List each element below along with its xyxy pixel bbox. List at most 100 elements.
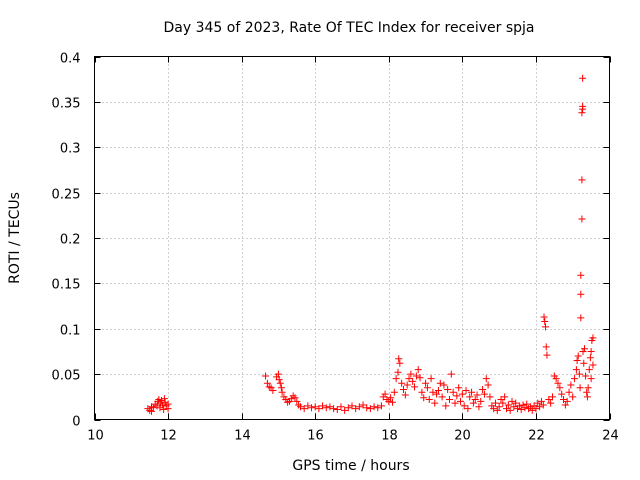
data-point bbox=[387, 394, 395, 402]
data-point bbox=[565, 388, 573, 396]
data-point bbox=[495, 403, 503, 411]
x-axis-label: GPS time / hours bbox=[292, 458, 409, 474]
data-point bbox=[475, 403, 483, 411]
data-point bbox=[577, 314, 585, 322]
data-point bbox=[370, 403, 378, 411]
data-point bbox=[409, 377, 417, 385]
x-axis: 10 12 14 16 18 20 22 24 bbox=[87, 56, 619, 444]
y-tick-label: 0.25 bbox=[52, 188, 81, 203]
data-point bbox=[414, 366, 422, 374]
data-point bbox=[457, 397, 465, 405]
data-point bbox=[587, 347, 595, 355]
data-point bbox=[537, 397, 545, 405]
data-point bbox=[491, 399, 499, 407]
data-point bbox=[577, 290, 585, 298]
data-point bbox=[153, 402, 161, 410]
data-point bbox=[580, 345, 588, 353]
data-point bbox=[291, 394, 299, 402]
data-point bbox=[366, 405, 374, 413]
data-point bbox=[583, 393, 591, 401]
y-axis: 0 0.05 0.1 0.15 0.2 0.25 0.3 0.35 0.4 bbox=[52, 52, 610, 430]
data-point bbox=[497, 396, 505, 404]
data-point bbox=[440, 381, 448, 389]
y-tick-label: 0.35 bbox=[52, 97, 81, 112]
data-point bbox=[585, 366, 593, 374]
data-point bbox=[572, 366, 580, 374]
data-point bbox=[401, 391, 409, 399]
data-point bbox=[587, 375, 595, 383]
data-point bbox=[333, 406, 341, 414]
data-point bbox=[482, 375, 490, 383]
data-point bbox=[579, 102, 587, 110]
data-point bbox=[575, 370, 583, 378]
x-tick-label: 16 bbox=[307, 429, 324, 444]
y-tick-label: 0.2 bbox=[60, 233, 81, 248]
data-point bbox=[589, 334, 597, 342]
data-point bbox=[479, 386, 487, 394]
y-tick-label: 0.1 bbox=[60, 324, 81, 339]
data-point bbox=[269, 386, 277, 394]
data-point bbox=[156, 404, 164, 412]
data-point bbox=[434, 386, 442, 394]
data-point bbox=[503, 405, 510, 413]
data-point bbox=[458, 390, 466, 398]
data-point bbox=[322, 404, 330, 412]
data-point bbox=[532, 405, 540, 413]
data-point bbox=[560, 396, 568, 404]
data-point bbox=[545, 396, 553, 404]
data-point bbox=[466, 393, 474, 401]
data-point bbox=[293, 397, 301, 405]
data-point bbox=[311, 403, 319, 411]
y-tick-label: 0.4 bbox=[60, 52, 81, 67]
data-point bbox=[499, 399, 507, 407]
data-point bbox=[433, 390, 441, 398]
data-point bbox=[574, 352, 582, 360]
data-point bbox=[160, 395, 168, 403]
data-point bbox=[425, 396, 433, 404]
data-point bbox=[521, 404, 529, 412]
data-point bbox=[154, 397, 162, 405]
data-point bbox=[453, 392, 461, 400]
data-point bbox=[473, 391, 481, 399]
data-point bbox=[582, 372, 590, 380]
data-points bbox=[144, 74, 597, 415]
data-point bbox=[355, 403, 363, 411]
data-point bbox=[584, 384, 592, 392]
data-point bbox=[455, 384, 463, 392]
data-point bbox=[554, 379, 562, 387]
data-point bbox=[274, 370, 282, 378]
data-point bbox=[490, 405, 498, 413]
data-point bbox=[556, 384, 564, 392]
data-point bbox=[534, 399, 542, 407]
data-point bbox=[352, 405, 360, 413]
x-tick-label: 20 bbox=[454, 429, 471, 444]
x-tick-label: 22 bbox=[528, 429, 545, 444]
data-point bbox=[164, 405, 172, 413]
data-point bbox=[567, 381, 575, 389]
data-point bbox=[508, 397, 516, 405]
data-point bbox=[395, 355, 403, 363]
data-point bbox=[407, 370, 415, 378]
x-tick-label: 24 bbox=[602, 429, 619, 444]
data-point bbox=[543, 351, 551, 359]
data-point bbox=[276, 379, 284, 387]
data-point bbox=[341, 406, 349, 414]
data-point bbox=[403, 381, 411, 389]
data-point bbox=[541, 323, 549, 331]
data-point bbox=[304, 402, 312, 410]
data-point bbox=[504, 401, 512, 409]
data-point bbox=[552, 375, 560, 383]
data-point bbox=[523, 400, 531, 408]
data-point bbox=[541, 317, 549, 325]
data-point bbox=[385, 397, 393, 405]
data-point bbox=[411, 383, 419, 391]
data-point bbox=[583, 388, 591, 396]
data-point bbox=[418, 388, 426, 396]
data-point bbox=[471, 396, 479, 404]
data-point bbox=[265, 383, 273, 391]
y-tick-label: 0.05 bbox=[52, 369, 81, 384]
data-point bbox=[377, 402, 385, 410]
data-point bbox=[388, 398, 396, 406]
data-point bbox=[319, 402, 327, 410]
